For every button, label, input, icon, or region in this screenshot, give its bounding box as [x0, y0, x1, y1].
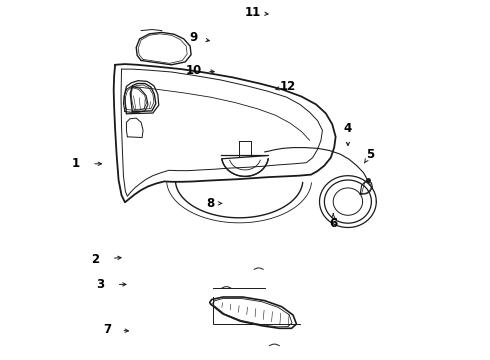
Text: 5: 5: [366, 148, 374, 161]
Text: 1: 1: [72, 157, 80, 170]
Text: 4: 4: [344, 122, 352, 135]
Text: 10: 10: [185, 64, 202, 77]
Text: 7: 7: [104, 323, 112, 336]
Text: 6: 6: [329, 217, 337, 230]
Text: 8: 8: [207, 197, 215, 210]
Text: 9: 9: [190, 31, 197, 44]
Text: 2: 2: [92, 253, 99, 266]
Text: 3: 3: [97, 278, 104, 291]
Text: 12: 12: [280, 80, 296, 93]
Text: 11: 11: [244, 6, 261, 19]
